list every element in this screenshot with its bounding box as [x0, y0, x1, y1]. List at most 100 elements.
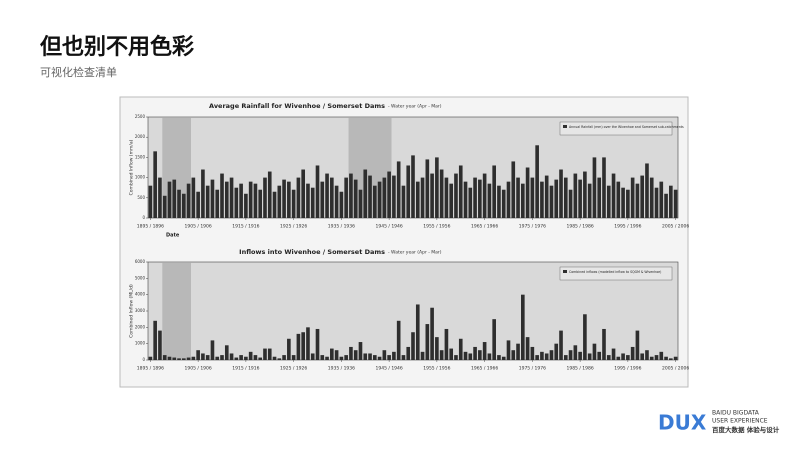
x-tick-label: 1895 / 1896 — [137, 366, 164, 372]
bar — [401, 355, 406, 360]
y-tick-label: 0 — [142, 357, 145, 362]
bar — [463, 181, 468, 218]
bar — [587, 183, 592, 218]
bar — [645, 163, 649, 218]
bar — [549, 185, 554, 218]
shaded-period — [162, 117, 191, 218]
bar — [382, 177, 387, 218]
bar — [501, 356, 506, 360]
x-tick-label: 1915 / 1916 — [232, 366, 259, 372]
bar — [248, 181, 253, 218]
x-tick-label: 1935 / 1936 — [328, 224, 355, 230]
y-tick-label: 5000 — [135, 275, 146, 280]
bar — [535, 145, 539, 218]
x-tick-label: 1925 / 1926 — [280, 366, 307, 372]
bar — [458, 338, 463, 360]
bar — [287, 338, 291, 360]
bar — [521, 294, 525, 360]
bar — [659, 351, 664, 360]
bar — [301, 332, 305, 360]
bar — [339, 191, 344, 218]
bar — [377, 356, 382, 360]
bar — [654, 187, 659, 218]
bar — [148, 356, 153, 360]
bar — [301, 169, 305, 218]
bar — [282, 179, 286, 218]
bar — [439, 350, 444, 360]
bar — [205, 185, 210, 218]
bar — [530, 346, 535, 360]
y-tick-label: 2000 — [135, 324, 146, 329]
logo-line: BAIDU BIGDATA — [712, 410, 760, 417]
bar — [597, 177, 602, 218]
bar — [349, 346, 353, 360]
bar — [310, 353, 315, 360]
bar — [492, 319, 496, 360]
bar — [177, 189, 181, 218]
bar — [148, 185, 153, 218]
bar — [635, 183, 640, 218]
bar — [368, 353, 372, 360]
bar — [387, 171, 391, 218]
bar — [411, 155, 415, 218]
bar — [578, 351, 582, 360]
chart-subtitle: - Water year (Apr - Mar) — [388, 104, 442, 110]
bar — [334, 350, 339, 360]
bar — [420, 351, 425, 360]
bar — [649, 356, 654, 360]
x-tick-label: 1945 / 1946 — [375, 366, 402, 372]
bar — [330, 177, 334, 218]
bar — [158, 177, 162, 218]
bar — [602, 328, 606, 360]
bar — [210, 340, 215, 360]
bar — [239, 183, 243, 218]
bar — [392, 351, 396, 360]
bar — [353, 179, 358, 218]
x-tick-label: 1975 / 1976 — [519, 224, 546, 230]
bar — [535, 355, 539, 360]
bar — [234, 187, 239, 218]
bar — [454, 355, 458, 360]
bar — [454, 173, 458, 218]
bar — [521, 183, 525, 218]
bar — [430, 173, 434, 218]
bar — [635, 330, 640, 360]
bar — [406, 346, 411, 360]
bar — [492, 165, 496, 218]
bar — [549, 350, 554, 360]
bar — [215, 189, 220, 218]
bar — [325, 173, 329, 218]
bar — [554, 179, 559, 218]
bar — [306, 183, 310, 218]
bar — [272, 356, 277, 360]
bar — [511, 350, 516, 360]
bar — [506, 340, 511, 360]
y-tick-label: 4000 — [135, 292, 146, 297]
bar — [482, 342, 487, 360]
bar — [415, 181, 420, 218]
bar — [583, 314, 587, 360]
bar — [258, 189, 263, 218]
bar — [463, 351, 468, 360]
bar — [306, 327, 310, 360]
bar — [382, 350, 387, 360]
bar — [153, 151, 157, 218]
bar — [516, 177, 520, 218]
bar — [587, 353, 592, 360]
x-axis-label: Date — [166, 233, 180, 239]
bar — [554, 343, 559, 360]
bar — [253, 355, 258, 360]
bar — [568, 189, 573, 218]
y-tick-label: 0 — [142, 215, 145, 220]
x-tick-label: 1905 / 1906 — [184, 366, 211, 372]
bar — [334, 185, 339, 218]
x-tick-label: 1995 / 1996 — [614, 224, 641, 230]
bar — [654, 355, 659, 360]
x-tick-label: 1975 / 1976 — [519, 366, 546, 372]
bar — [253, 183, 258, 218]
x-tick-label: 1915 / 1916 — [232, 224, 259, 230]
y-tick-label: 2000 — [135, 134, 146, 139]
bar — [563, 355, 568, 360]
bar — [501, 189, 506, 218]
